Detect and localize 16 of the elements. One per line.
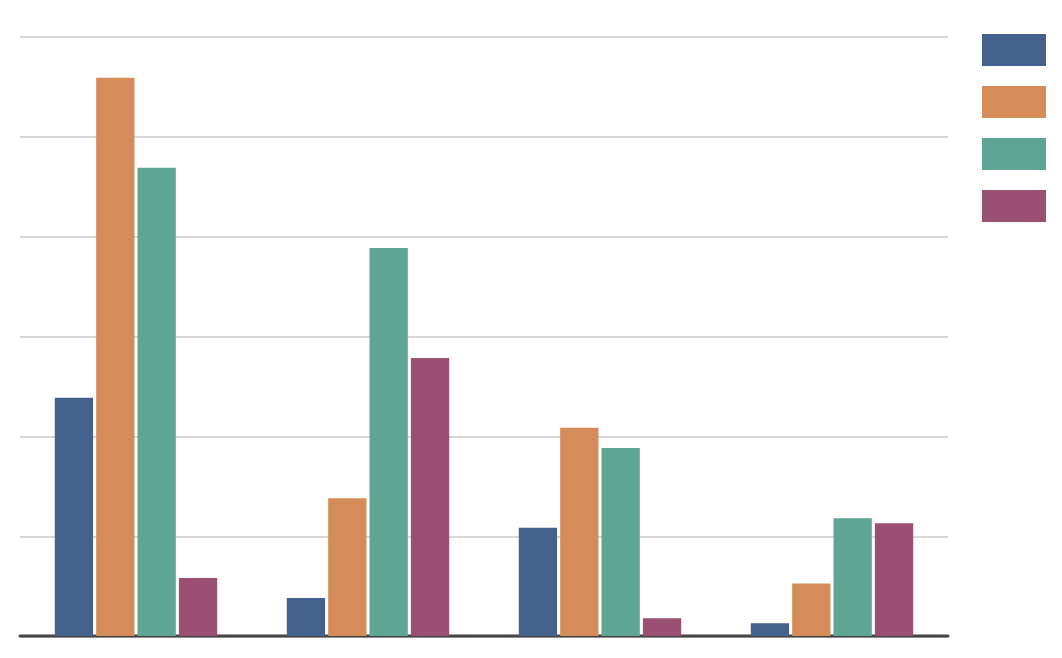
bar <box>137 167 176 636</box>
bar <box>328 498 367 636</box>
bar <box>833 518 872 636</box>
bar <box>286 598 326 636</box>
bar <box>874 523 914 636</box>
bar <box>792 583 831 636</box>
bar <box>410 358 450 636</box>
bar <box>750 623 790 636</box>
bar <box>369 248 408 636</box>
bar <box>96 77 135 636</box>
bar <box>560 427 599 636</box>
bar <box>178 577 218 636</box>
bar <box>54 397 94 636</box>
bar <box>518 527 558 636</box>
bar <box>642 618 682 636</box>
bar <box>601 447 640 636</box>
